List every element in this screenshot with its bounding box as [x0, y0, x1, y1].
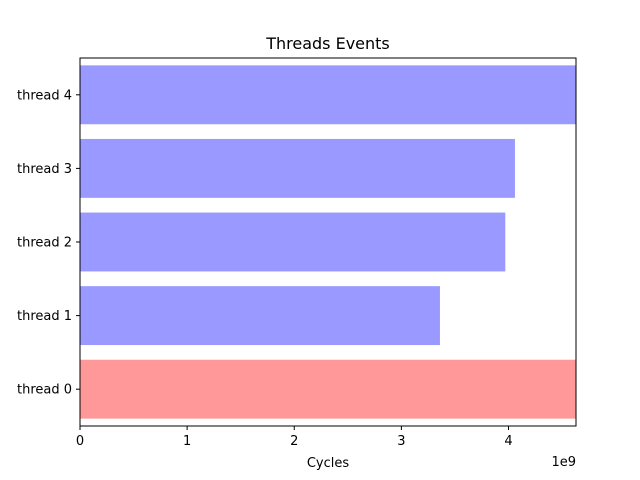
bar-thread-0 [80, 359, 576, 419]
x-tick-label: 2 [290, 434, 298, 449]
y-axis: thread 0 thread 1 thread 2 thread 3 thread 4 [17, 88, 80, 398]
chart-title: Threads Events [265, 34, 390, 53]
y-tick-label: thread 1 [17, 309, 72, 324]
x-axis: 0 1 2 3 4 [76, 426, 513, 449]
bar-thread-2 [80, 212, 506, 272]
x-tick-label: 3 [397, 434, 405, 449]
y-tick-label: thread 2 [17, 236, 72, 251]
y-tick-label: thread 3 [17, 162, 72, 177]
x-axis-offset-label: 1e9 [551, 455, 576, 470]
y-tick-label: thread 0 [17, 383, 72, 398]
x-axis-label: Cycles [307, 456, 350, 471]
bar-thread-1 [80, 286, 440, 346]
x-tick-label: 1 [183, 434, 191, 449]
bar-thread-3 [80, 138, 515, 198]
bar-group [80, 65, 576, 419]
x-tick-label: 0 [76, 434, 84, 449]
x-tick-label: 4 [504, 434, 512, 449]
bar-thread-4 [80, 65, 576, 125]
y-tick-label: thread 4 [17, 88, 72, 103]
